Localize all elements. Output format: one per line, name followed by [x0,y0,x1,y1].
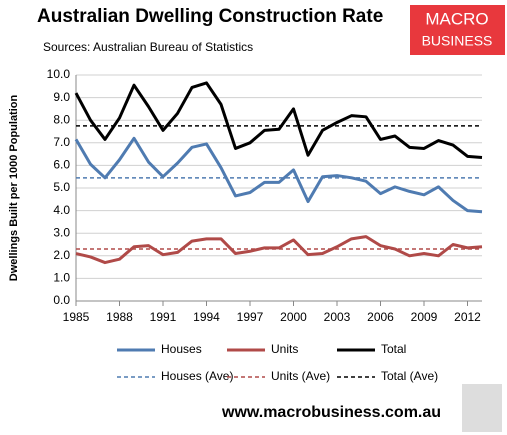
y-tick-label: 6.0 [53,158,70,172]
y-tick-label: 4.0 [53,203,70,217]
logo-text: BUSINESS [422,33,493,49]
x-tick-label: 2000 [280,310,307,324]
x-tick-label: 2003 [324,310,351,324]
series-line [75,235,483,265]
logo-image [462,384,502,432]
y-tick-label: 2.0 [53,248,70,262]
x-tick-label: 2009 [411,310,438,324]
x-tick-label: 2006 [367,310,394,324]
legend-label: Total (Ave) [381,369,438,383]
series-line [74,136,483,214]
logo-text: MACRO [425,9,488,28]
logo-box [410,5,505,55]
y-tick-label: 0.0 [53,293,70,307]
y-tick-label: 1.0 [53,271,70,285]
chart-title: Australian Dwelling Construction Rate [37,6,383,27]
y-axis-label: Dwellings Built per 1000 Population [8,95,20,282]
legend-label: Houses [161,342,202,356]
series-line [74,81,483,159]
y-tick-label: 3.0 [53,225,70,239]
chart-subtitle: Sources: Australian Bureau of Statistics [43,40,253,54]
legend-label: Units [271,342,298,356]
x-tick-label: 1985 [63,310,90,324]
footer: www.macrobusiness.com.au [221,404,441,421]
legend-label: Units (Ave) [271,369,330,383]
y-tick-label: 9.0 [53,90,70,104]
x-tick-label: 1988 [106,310,133,324]
x-tick-label: 1997 [237,310,264,324]
y-tick-label: 8.0 [53,112,70,126]
y-tick-label: 7.0 [53,135,70,149]
legend-label: Total [381,342,406,356]
x-tick-label: 1991 [150,310,177,324]
y-tick-label: 10.0 [47,67,71,81]
x-tick-label: 1994 [193,310,220,324]
y-tick-label: 5.0 [53,180,70,194]
x-tick-label: 2012 [454,310,481,324]
legend-label: Houses (Ave) [161,369,233,383]
